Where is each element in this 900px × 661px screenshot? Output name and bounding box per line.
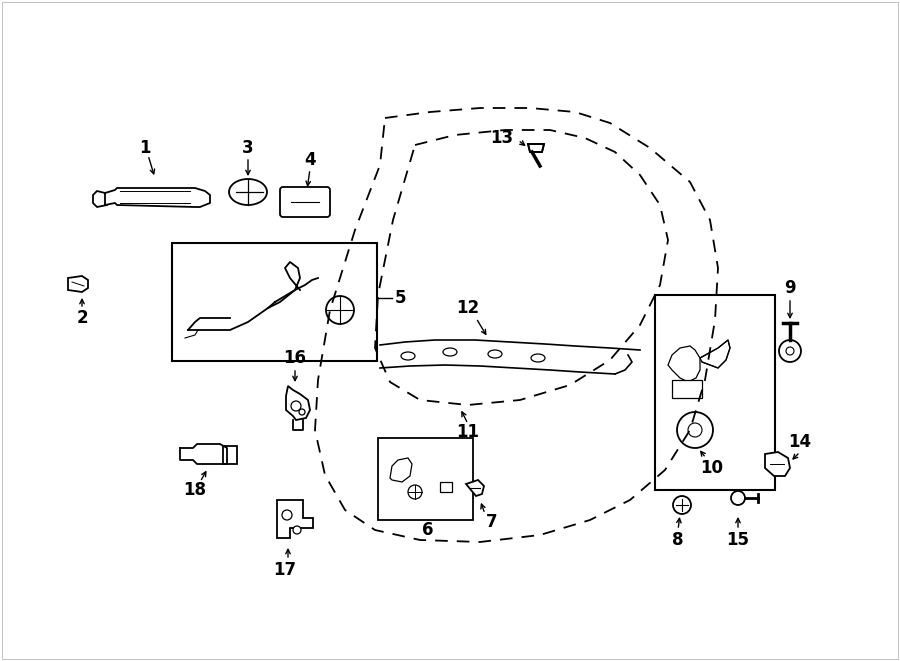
Text: 6: 6 — [422, 521, 434, 539]
Text: 10: 10 — [700, 459, 724, 477]
Polygon shape — [668, 346, 700, 382]
Text: 5: 5 — [394, 289, 406, 307]
Text: 18: 18 — [184, 481, 206, 499]
Text: 17: 17 — [274, 561, 297, 579]
FancyBboxPatch shape — [280, 187, 330, 217]
Circle shape — [291, 401, 301, 411]
Bar — [672, 380, 702, 398]
Text: 11: 11 — [456, 423, 480, 441]
Ellipse shape — [488, 350, 502, 358]
Polygon shape — [68, 276, 88, 292]
Polygon shape — [286, 386, 310, 420]
Ellipse shape — [229, 179, 267, 205]
Circle shape — [673, 496, 691, 514]
Circle shape — [326, 296, 354, 324]
Polygon shape — [528, 144, 544, 152]
Circle shape — [786, 347, 794, 355]
Text: 2: 2 — [76, 309, 88, 327]
Bar — [655, 295, 775, 490]
Text: 16: 16 — [284, 349, 307, 367]
Bar — [378, 438, 473, 520]
Polygon shape — [277, 500, 313, 538]
Circle shape — [779, 340, 801, 362]
Circle shape — [299, 409, 305, 415]
Text: 3: 3 — [242, 139, 254, 157]
Text: 4: 4 — [304, 151, 316, 169]
Polygon shape — [765, 452, 790, 476]
Text: 9: 9 — [784, 279, 796, 297]
Ellipse shape — [531, 354, 545, 362]
Circle shape — [731, 491, 745, 505]
Circle shape — [688, 423, 702, 437]
Bar — [440, 482, 452, 492]
Circle shape — [677, 412, 713, 448]
Bar — [172, 243, 377, 361]
Text: 8: 8 — [672, 531, 684, 549]
Polygon shape — [466, 480, 484, 496]
Circle shape — [293, 526, 301, 534]
Polygon shape — [700, 340, 730, 368]
Text: 13: 13 — [491, 129, 514, 147]
Circle shape — [408, 485, 422, 499]
Text: 1: 1 — [140, 139, 151, 157]
Ellipse shape — [401, 352, 415, 360]
Circle shape — [282, 510, 292, 520]
Text: 12: 12 — [456, 299, 480, 317]
Ellipse shape — [443, 348, 457, 356]
Text: 15: 15 — [726, 531, 750, 549]
Bar — [223, 446, 237, 464]
Polygon shape — [390, 458, 412, 482]
Text: 7: 7 — [486, 513, 498, 531]
Text: 14: 14 — [788, 433, 812, 451]
